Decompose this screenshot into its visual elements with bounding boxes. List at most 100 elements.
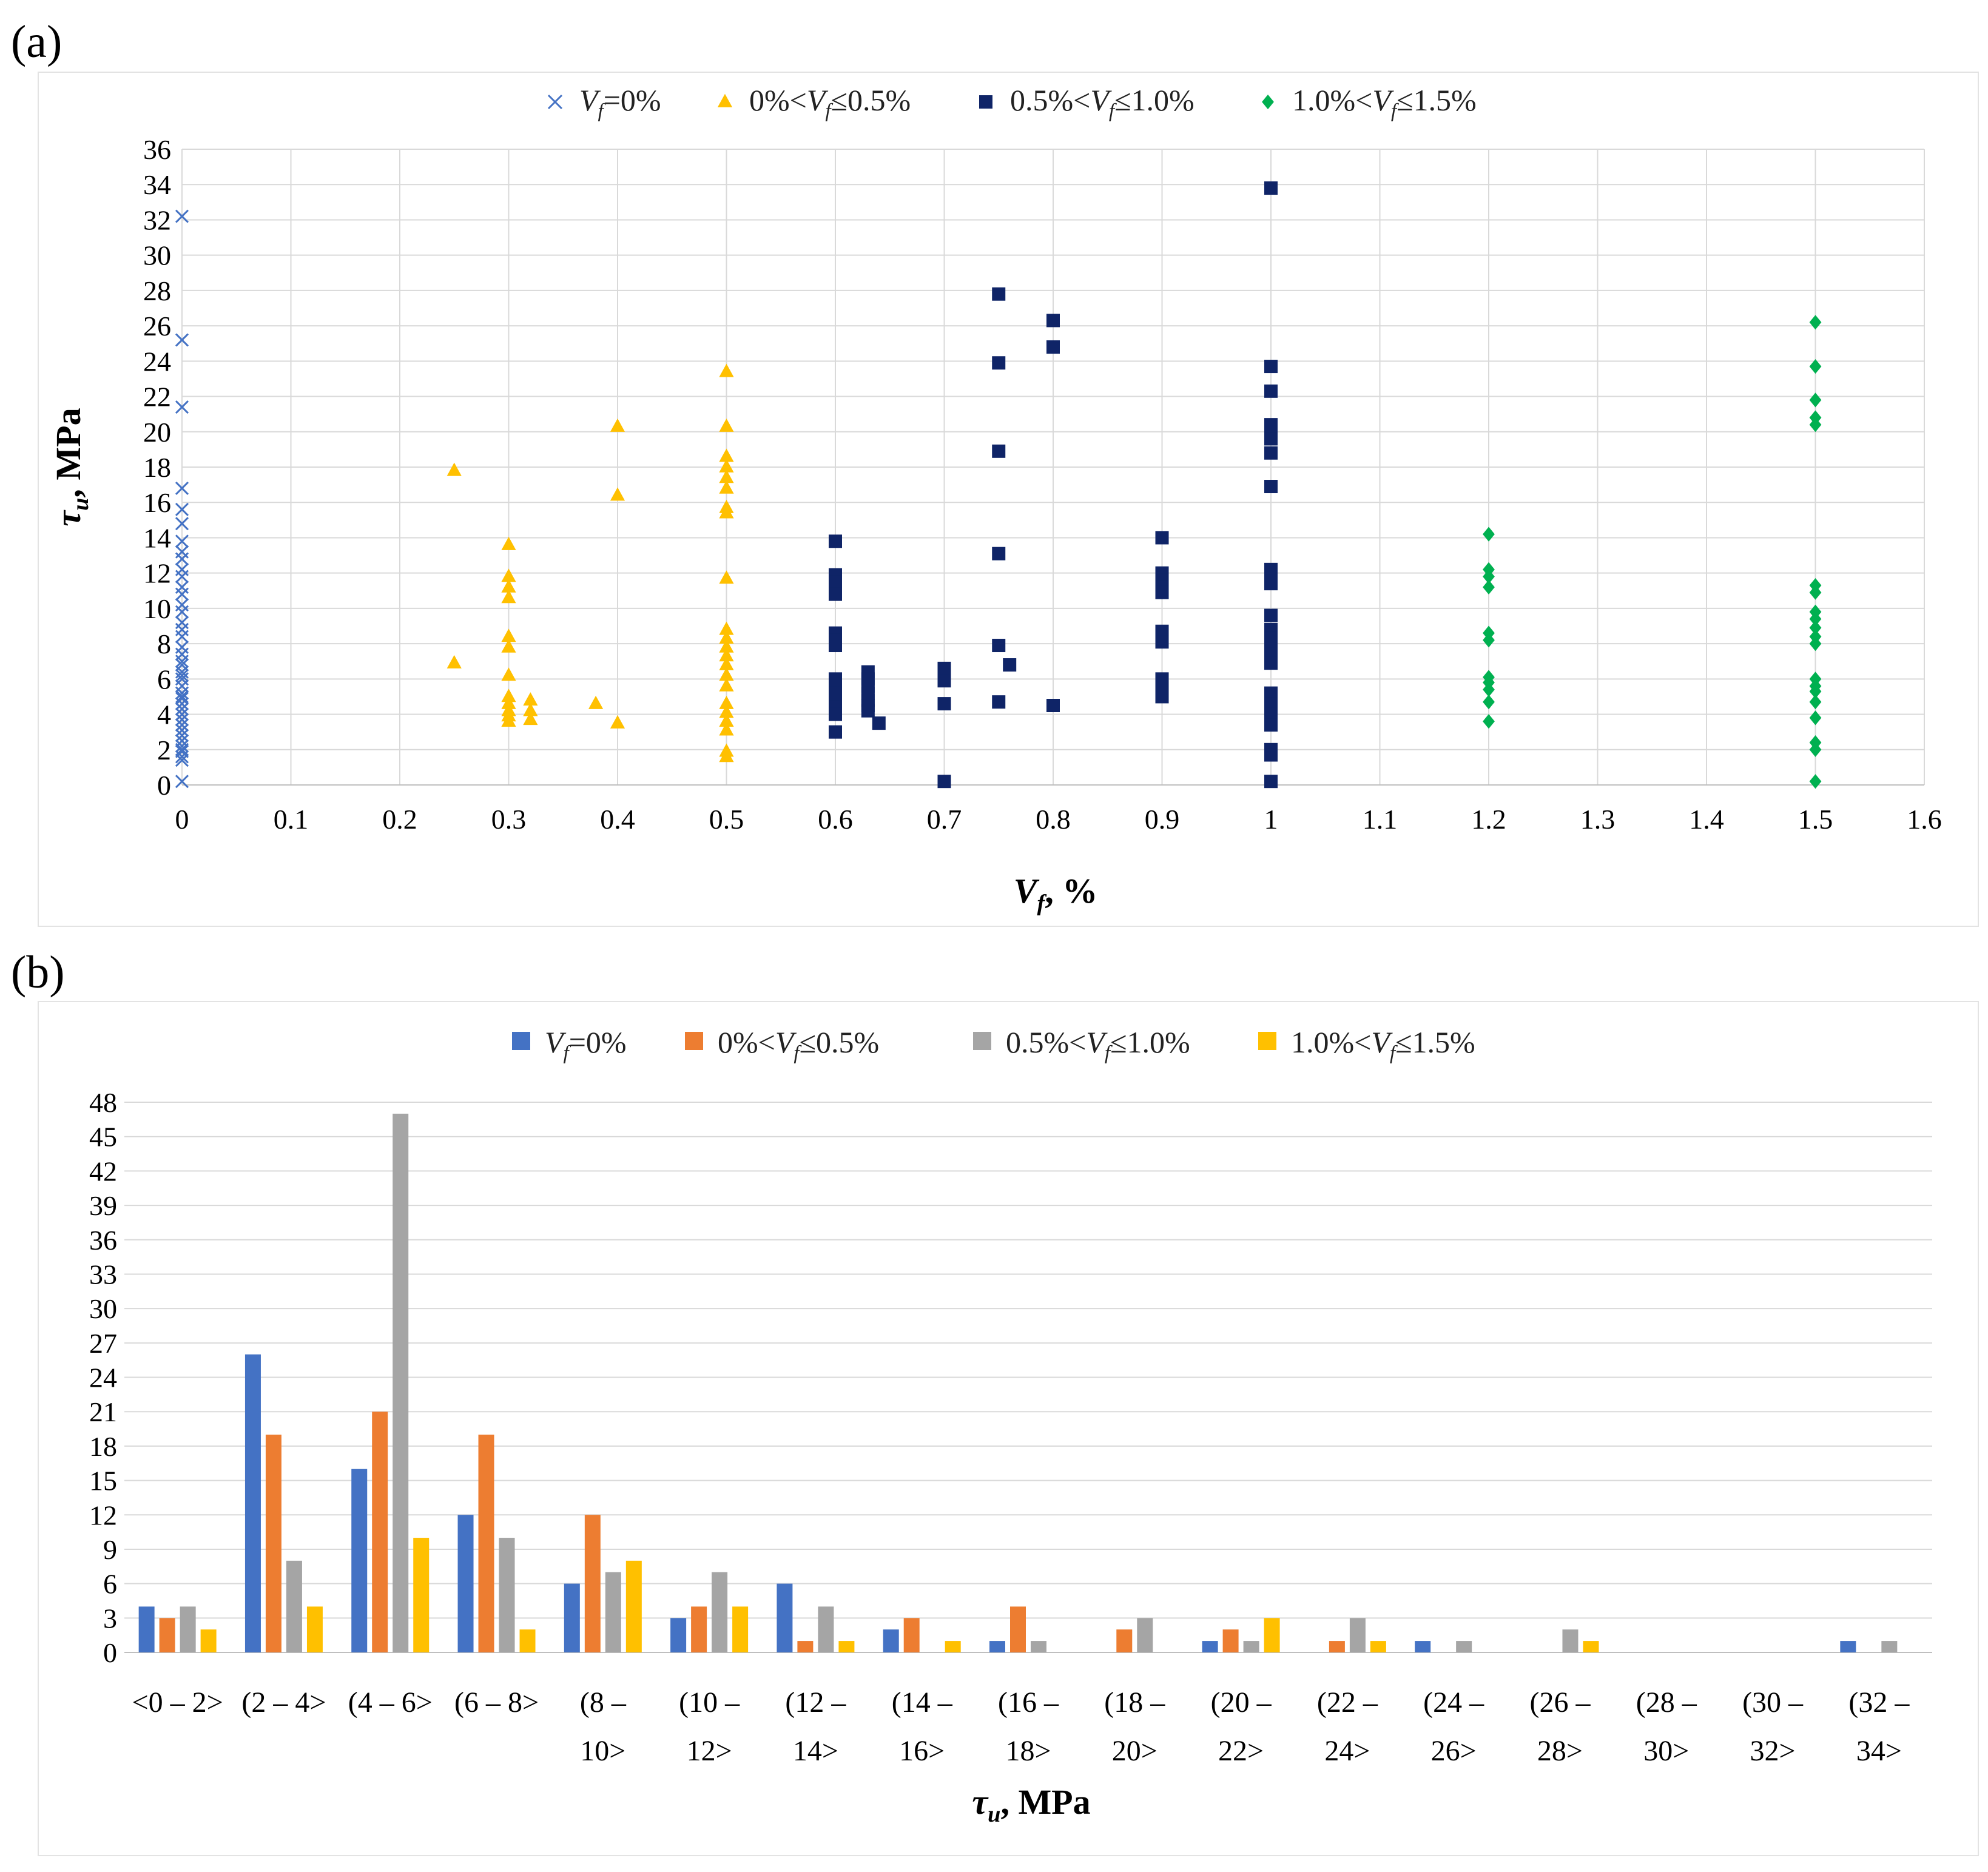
category-label: <0 – 2> xyxy=(132,1686,223,1719)
bar xyxy=(691,1606,707,1652)
data-point xyxy=(719,363,734,377)
series-3 xyxy=(1483,315,1822,789)
data-point xyxy=(1809,620,1822,636)
data-point xyxy=(719,713,734,727)
data-point xyxy=(175,333,189,347)
bar xyxy=(1264,1618,1280,1652)
legend-label-2: 0.5%<Vf≤1.0% xyxy=(1010,83,1194,122)
bar xyxy=(351,1469,368,1652)
data-point xyxy=(523,702,538,716)
legend-marker-3 xyxy=(1262,94,1274,110)
legend-swatch-1 xyxy=(685,1032,703,1050)
bar xyxy=(989,1641,1005,1652)
data-point xyxy=(1483,714,1495,729)
category-label: (22 – xyxy=(1317,1686,1378,1719)
y-tick-label: 12 xyxy=(143,558,171,589)
data-point xyxy=(610,715,625,729)
y-tick-label: 10 xyxy=(143,593,171,624)
category-label: 20> xyxy=(1112,1735,1157,1767)
category-label: (24 – xyxy=(1423,1686,1484,1719)
data-point xyxy=(992,639,1006,653)
category-label: 12> xyxy=(687,1735,732,1767)
data-point xyxy=(175,713,189,727)
data-point xyxy=(1003,658,1017,672)
y-tick-label: 18 xyxy=(89,1431,117,1462)
bar xyxy=(200,1629,217,1652)
x-tick-label: 1.2 xyxy=(1471,804,1506,835)
legend-swatch-0 xyxy=(512,1032,530,1050)
bar xyxy=(180,1606,196,1652)
data-point xyxy=(1809,392,1822,408)
data-point xyxy=(719,448,734,462)
data-point xyxy=(175,400,189,414)
data-point xyxy=(501,590,516,604)
y-tick-label: 2 xyxy=(157,735,171,766)
data-point xyxy=(1264,181,1278,195)
data-point xyxy=(1809,774,1822,789)
data-point xyxy=(719,749,734,763)
bar xyxy=(159,1618,175,1652)
data-point xyxy=(175,668,189,682)
category-label: 18> xyxy=(1005,1735,1051,1767)
category-label: (18 – xyxy=(1104,1686,1165,1719)
y-tick-label: 21 xyxy=(89,1396,117,1427)
data-point xyxy=(1046,340,1060,354)
data-point xyxy=(175,729,189,742)
data-point xyxy=(175,718,189,732)
data-point xyxy=(1046,314,1060,328)
data-point xyxy=(719,678,734,692)
legend-marker-2 xyxy=(979,95,992,109)
data-point xyxy=(719,630,734,644)
data-point xyxy=(175,552,189,566)
data-point xyxy=(175,630,189,644)
legend-label-3: 1.0%<Vf≤1.5% xyxy=(1291,1025,1475,1064)
category-label: (26 – xyxy=(1529,1686,1591,1719)
data-point xyxy=(1809,695,1822,710)
data-point xyxy=(992,287,1006,301)
x-tick-label: 1.6 xyxy=(1907,804,1942,835)
data-point xyxy=(175,775,189,789)
category-label: 30> xyxy=(1643,1735,1689,1767)
data-point xyxy=(175,209,189,223)
data-point xyxy=(175,655,189,668)
bar xyxy=(903,1618,920,1652)
data-point xyxy=(861,704,875,718)
data-point xyxy=(937,775,951,789)
bar xyxy=(732,1606,749,1652)
y-tick-label: 22 xyxy=(143,382,171,412)
bar xyxy=(265,1434,281,1652)
y-tick-label: 6 xyxy=(103,1569,117,1600)
data-point xyxy=(829,639,842,653)
x-tick-label: 0.6 xyxy=(818,804,853,835)
bar xyxy=(564,1583,580,1652)
bar xyxy=(945,1641,961,1652)
bar xyxy=(712,1572,728,1652)
data-point xyxy=(175,605,189,619)
category-label: 14> xyxy=(793,1735,838,1767)
y-tick-label: 4 xyxy=(157,699,171,730)
data-point xyxy=(719,470,734,483)
data-point xyxy=(1046,699,1060,712)
legend-label-2: 0.5%<Vf≤1.0% xyxy=(1006,1025,1190,1064)
category-label: (4 – 6> xyxy=(348,1686,433,1719)
legend-label-0: Vf=0% xyxy=(545,1025,627,1064)
bar xyxy=(1222,1629,1239,1652)
bar xyxy=(1243,1641,1259,1652)
x-tick-label: 1.4 xyxy=(1689,804,1724,835)
series-2 xyxy=(829,181,1278,789)
x-axis-title: τu, MPa xyxy=(972,1782,1090,1827)
bar xyxy=(584,1515,601,1652)
x-tick-label: 1.1 xyxy=(1363,804,1398,835)
x-tick-label: 1.3 xyxy=(1580,804,1616,835)
data-point xyxy=(175,723,189,737)
y-tick-label: 20 xyxy=(143,417,171,448)
bar xyxy=(1031,1641,1046,1652)
data-point xyxy=(1264,718,1278,732)
y-tick-label: 24 xyxy=(143,346,171,377)
y-tick-label: 0 xyxy=(157,770,171,801)
series-0 xyxy=(175,209,189,789)
y-tick-label: 36 xyxy=(89,1225,117,1256)
bar xyxy=(1881,1641,1898,1652)
data-point xyxy=(1809,684,1822,699)
x-axis-title: Vf, % xyxy=(1014,871,1097,916)
